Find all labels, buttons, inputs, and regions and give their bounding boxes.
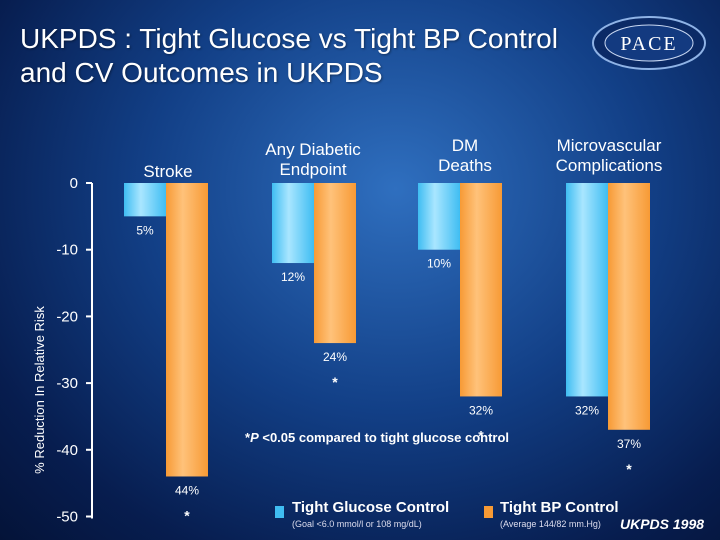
- y-axis-label: % Reduction In Relative Risk: [32, 306, 47, 474]
- legend-sub-glucose: (Goal <6.0 mmol/l or 108 mg/dL): [292, 519, 422, 529]
- bar-bp: [166, 183, 208, 477]
- bar-glucose: [272, 183, 314, 264]
- y-tick-label: -50: [56, 509, 78, 526]
- legend-label-glucose: Tight Glucose Control: [292, 499, 450, 516]
- bar-bp: [608, 183, 650, 430]
- source-citation: UKPDS 1998: [620, 516, 705, 532]
- data-label: 5%: [136, 223, 154, 237]
- category-label: Microvascular Complications: [556, 136, 663, 175]
- bar-glucose: [124, 183, 166, 217]
- y-tick-label: 0: [70, 175, 78, 192]
- legend-swatch-bp: [484, 506, 493, 518]
- data-label: 10%: [427, 257, 451, 271]
- bar-bp: [460, 183, 502, 397]
- pace-logo: PACE: [592, 16, 706, 70]
- significance-star: *: [478, 427, 484, 443]
- data-label: 24%: [323, 350, 347, 364]
- legend-sub-bp: (Average 144/82 mm.Hg): [500, 519, 601, 529]
- category-label: Stroke: [143, 162, 192, 181]
- legend-swatch-glucose: [275, 506, 284, 518]
- bar-bp: [314, 183, 356, 344]
- logo-text: PACE: [620, 33, 677, 55]
- category-label: Any Diabetic Endpoint: [265, 140, 361, 179]
- y-tick-label: -30: [56, 375, 78, 392]
- bar-glucose: [418, 183, 460, 250]
- y-tick-label: -10: [56, 242, 78, 259]
- data-label: 32%: [575, 403, 599, 417]
- significance-star: *: [184, 507, 190, 523]
- y-tick-label: -20: [56, 308, 78, 325]
- data-label: 12%: [281, 270, 305, 284]
- bar-glucose: [566, 183, 608, 397]
- page-title: UKPDS : Tight Glucose vs Tight BP Contro…: [20, 23, 558, 88]
- category-label: DM Deaths: [438, 136, 492, 175]
- significance-star: *: [626, 461, 632, 477]
- data-label: 37%: [617, 437, 641, 451]
- y-tick-label: -40: [56, 442, 78, 459]
- significance-note: *P <0.05 compared to tight glucose contr…: [245, 430, 510, 445]
- significance-star: *: [332, 374, 338, 390]
- data-label: 32%: [469, 403, 493, 417]
- data-label: 44%: [175, 483, 199, 497]
- legend-label-bp: Tight BP Control: [500, 499, 619, 516]
